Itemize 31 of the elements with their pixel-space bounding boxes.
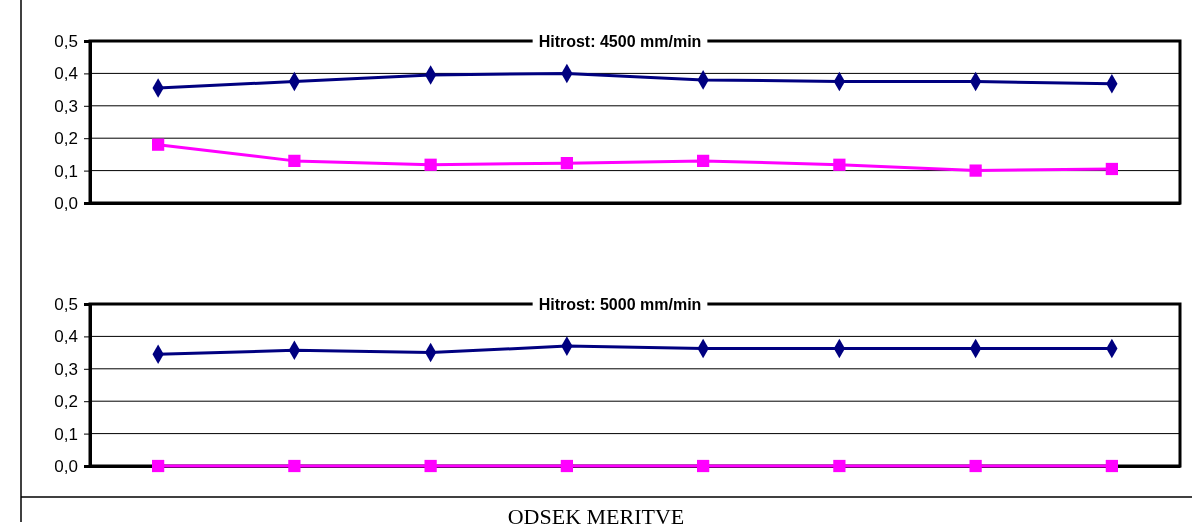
- point: [560, 459, 573, 473]
- chart-title: Hitrost: 5000 mm/min: [538, 296, 702, 313]
- point: [697, 154, 710, 167]
- y-tick-label: 0,5: [54, 31, 78, 51]
- y-tick-label: 0,3: [54, 96, 78, 116]
- y-tick-label: 0,5: [54, 294, 78, 314]
- y-tick-label: 0,2: [54, 129, 78, 149]
- y-tick-label: 0,0: [54, 193, 78, 213]
- point: [560, 157, 573, 170]
- point: [833, 459, 846, 473]
- x-axis-title: ODSEK MERITVE: [507, 504, 685, 529]
- point: [152, 459, 165, 473]
- point: [152, 138, 165, 151]
- point: [833, 158, 846, 171]
- point: [424, 459, 437, 473]
- point: [697, 459, 710, 473]
- y-tick-label: 0,0: [54, 456, 78, 476]
- chart-title: Hitrost: 4500 mm/min: [538, 33, 702, 50]
- point: [288, 154, 301, 167]
- y-tick-label: 0,4: [54, 64, 78, 84]
- y-tick-label: 0,2: [54, 392, 78, 412]
- y-tick-label: 0,4: [54, 327, 78, 347]
- point: [424, 158, 437, 171]
- y-tick-label: 0,3: [54, 359, 78, 379]
- point: [1105, 459, 1118, 473]
- point: [1105, 162, 1118, 176]
- point: [969, 164, 982, 177]
- y-tick-label: 0,1: [54, 161, 78, 181]
- point: [288, 459, 301, 473]
- y-tick-label: 0,1: [54, 424, 78, 444]
- point: [969, 459, 982, 473]
